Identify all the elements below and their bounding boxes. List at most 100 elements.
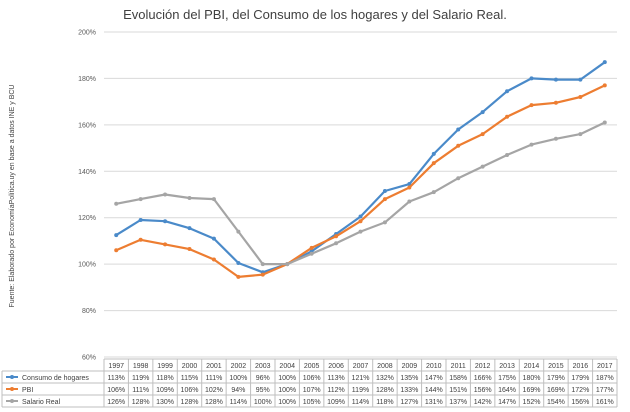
data-point-pbi	[578, 95, 583, 99]
data-label-pbi: 106%	[107, 387, 125, 394]
data-point-pbi	[211, 257, 216, 262]
data-label-salario-real: 128%	[205, 399, 223, 406]
data-point-pbi	[114, 248, 119, 253]
data-label-consumo-de-hogares: 100%	[278, 375, 296, 382]
data-point-pbi	[187, 247, 192, 252]
data-label-consumo-de-hogares: 119%	[132, 375, 149, 382]
x-tick-label: 2009	[402, 363, 418, 370]
data-point-pbi	[553, 100, 558, 105]
y-tick-label: 120%	[78, 215, 96, 222]
data-label-pbi: 169%	[523, 387, 541, 394]
data-point-salario-real	[260, 262, 265, 267]
data-point-salario-real	[138, 197, 143, 202]
x-tick-label: 2004	[279, 363, 295, 370]
x-tick-label: 2008	[377, 363, 393, 370]
data-label-consumo-de-hogares: 135%	[400, 375, 418, 382]
data-point-salario-real	[529, 142, 534, 147]
data-point-consumo-de-hogares	[358, 214, 363, 219]
data-point-salario-real	[480, 164, 485, 169]
data-point-pbi	[456, 143, 461, 148]
data-label-consumo-de-hogares: 132%	[376, 375, 394, 382]
data-label-pbi: 102%	[205, 387, 223, 394]
data-label-consumo-de-hogares: 147%	[425, 375, 443, 382]
x-tick-label: 2013	[499, 363, 515, 370]
data-label-salario-real: 142%	[474, 399, 492, 406]
legend-entry-pbi: PBI	[22, 387, 33, 394]
data-point-salario-real	[602, 120, 607, 125]
data-label-consumo-de-hogares: 100%	[229, 375, 247, 382]
data-label-salario-real: 114%	[352, 399, 369, 406]
legend-entry-consumo-de-hogares: Consumo de hogares	[22, 375, 89, 382]
data-point-salario-real	[114, 201, 119, 206]
data-point-pbi	[334, 234, 339, 239]
data-label-pbi: 106%	[181, 387, 199, 394]
data-label-salario-real: 128%	[181, 399, 199, 406]
data-point-pbi	[163, 242, 168, 247]
data-point-salario-real	[163, 192, 168, 197]
x-tick-label: 2003	[255, 363, 271, 370]
legend-marker-pbi	[10, 387, 14, 391]
data-label-salario-real: 100%	[278, 399, 296, 406]
data-point-pbi	[382, 197, 387, 202]
data-point-consumo-de-hogares	[480, 110, 485, 115]
x-tick-label: 2017	[597, 363, 613, 370]
data-point-salario-real	[309, 251, 314, 256]
x-tick-label: 2007	[353, 363, 369, 370]
data-point-pbi	[407, 185, 412, 190]
legend-entry-salario-real: Salario Real	[22, 399, 61, 406]
data-table: 1997 1998 1999 2000 2001 2002 2003 2004 2005 2006…	[1, 358, 618, 408]
x-tick-label: 2001	[206, 363, 222, 370]
data-point-salario-real	[187, 195, 192, 200]
data-label-salario-real: 152%	[523, 399, 541, 406]
x-tick-label: 2010	[426, 363, 442, 370]
data-point-pbi	[505, 114, 510, 119]
data-point-salario-real	[456, 176, 461, 181]
data-label-salario-real: 128%	[132, 399, 150, 406]
data-label-pbi: 128%	[376, 387, 394, 394]
data-label-salario-real: 156%	[571, 399, 589, 406]
data-label-consumo-de-hogares: 179%	[547, 375, 565, 382]
data-label-pbi: 111%	[132, 387, 149, 394]
data-point-salario-real	[578, 132, 583, 137]
data-label-salario-real: 154%	[547, 399, 565, 406]
data-label-consumo-de-hogares: 118%	[156, 375, 173, 382]
data-point-salario-real	[505, 153, 510, 158]
data-point-consumo-de-hogares	[236, 260, 241, 265]
data-point-consumo-de-hogares	[382, 189, 387, 194]
data-label-salario-real: 137%	[449, 399, 467, 406]
data-point-salario-real	[334, 241, 339, 246]
data-point-consumo-de-hogares	[431, 151, 436, 156]
data-label-pbi: 156%	[474, 387, 492, 394]
data-label-salario-real: 105%	[303, 399, 321, 406]
x-tick-label: 2015	[548, 363, 564, 370]
source-note: Fuente: Elaborado por EconomíaPolítica.u…	[9, 85, 16, 308]
data-point-salario-real	[382, 220, 387, 225]
data-point-salario-real	[407, 199, 412, 204]
data-label-pbi: 94%	[231, 387, 245, 394]
data-label-consumo-de-hogares: 121%	[352, 375, 370, 382]
data-label-salario-real: 127%	[400, 399, 418, 406]
gridlines	[104, 31, 617, 358]
data-point-salario-real	[285, 262, 290, 267]
x-tick-label: 2014	[524, 363, 540, 370]
x-tick-label: 2011	[451, 363, 466, 370]
data-point-pbi	[431, 161, 436, 166]
data-label-consumo-de-hogares: 187%	[596, 375, 614, 382]
data-label-pbi: 100%	[278, 387, 296, 394]
data-label-consumo-de-hogares: 158%	[449, 375, 467, 382]
data-point-consumo-de-hogares	[211, 236, 216, 241]
data-label-pbi: 177%	[596, 387, 614, 394]
data-point-pbi	[529, 103, 534, 108]
y-tick-label: 80%	[82, 308, 96, 315]
data-point-consumo-de-hogares	[578, 77, 583, 82]
data-point-pbi	[358, 219, 363, 224]
data-label-pbi: 169%	[547, 387, 565, 394]
data-label-pbi: 107%	[303, 387, 321, 394]
y-tick-label: 60%	[82, 355, 96, 362]
y-tick-label: 180%	[78, 76, 96, 83]
data-point-consumo-de-hogares	[456, 127, 461, 132]
data-label-consumo-de-hogares: 96%	[256, 375, 270, 382]
data-point-pbi	[260, 272, 265, 277]
y-tick-label: 100%	[78, 262, 96, 269]
x-tick-label: 2002	[231, 363, 247, 370]
